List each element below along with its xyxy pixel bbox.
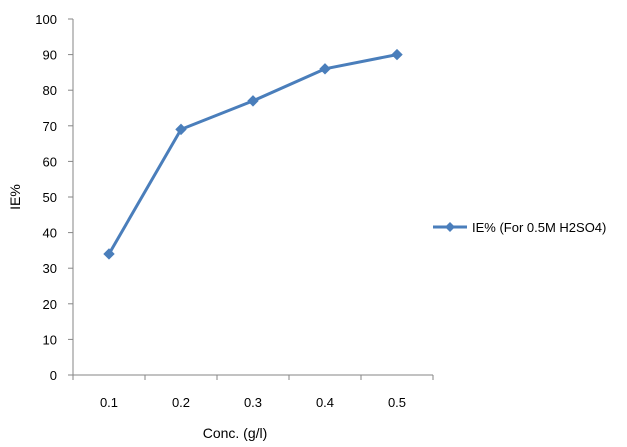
y-axis: 0 10 20 30 40 50 60 70 80 90 100 — [35, 12, 74, 383]
x-tick-label: 0.5 — [388, 395, 406, 410]
data-point-marker — [103, 248, 115, 260]
y-tick-label: 40 — [43, 226, 57, 241]
y-tick-label: 60 — [43, 154, 57, 169]
y-tick-label: 20 — [43, 297, 57, 312]
y-tick-label: 50 — [43, 190, 57, 205]
data-point-marker — [175, 123, 187, 136]
data-point-marker — [319, 63, 331, 75]
y-tick-label: 100 — [35, 12, 57, 27]
y-tick-label: 10 — [43, 332, 57, 347]
y-tick-label: 30 — [43, 261, 57, 276]
x-tick-label: 0.1 — [100, 395, 118, 410]
x-tick-label: 0.2 — [172, 395, 190, 410]
legend-label: IE% (For 0.5M H2SO4) — [472, 220, 606, 235]
x-axis: 0.1 0.2 0.3 0.4 0.5 — [72, 374, 434, 410]
x-tick-label: 0.3 — [244, 395, 262, 410]
y-tick-label: 70 — [43, 119, 57, 134]
series-layer — [103, 48, 403, 260]
data-point-marker — [247, 95, 259, 107]
data-point-marker — [391, 48, 403, 61]
y-axis-title: IE% — [7, 184, 23, 210]
x-axis-title: Conc. (g/l) — [203, 425, 268, 441]
y-tick-label: 0 — [50, 368, 57, 383]
legend: IE% (For 0.5M H2SO4) — [433, 220, 606, 235]
legend-marker — [445, 222, 455, 232]
y-tick-label: 80 — [43, 83, 57, 98]
y-tick-label: 90 — [43, 48, 57, 63]
x-tick-label: 0.4 — [316, 395, 334, 410]
series-line — [107, 53, 398, 255]
